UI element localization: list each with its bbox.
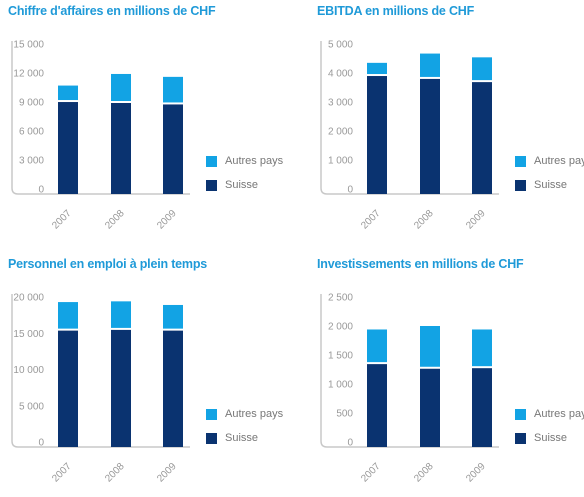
chart-panel-revenue: Chiffre d'affaires en millions de CHF 0 3… xyxy=(8,4,298,244)
legend-label-autres: Autres pays xyxy=(225,408,284,420)
chart-panel-investissements: Investissements en millions de CHF 0 500 1… xyxy=(317,257,584,497)
chart-title: Personnel en emploi à plein temps xyxy=(8,257,208,271)
x-tick-label: 2009 xyxy=(464,461,488,485)
x-tick-label: 2008 xyxy=(412,208,436,232)
y-tick-label: 0 xyxy=(38,438,44,449)
y-tick-label: 3 000 xyxy=(328,98,353,109)
chart-axis xyxy=(320,294,499,448)
bar-suisse xyxy=(472,82,492,194)
y-tick-label: 5 000 xyxy=(328,40,353,51)
bar-suisse xyxy=(163,330,183,447)
chart-axis xyxy=(11,294,190,448)
y-tick-label: 6 000 xyxy=(19,127,44,138)
chart-svg: 0 1 000 2 000 3 000 4 000 5 000 2007 2008 2009 xyxy=(320,40,499,232)
legend-swatch-suisse xyxy=(206,180,217,191)
bar-autres-pays xyxy=(420,326,440,367)
y-tick-label: 500 xyxy=(336,409,353,420)
bar-autres-pays xyxy=(472,329,492,367)
x-tick-label: 2007 xyxy=(359,461,383,485)
legend-label-autres: Autres pays xyxy=(534,408,584,420)
legend-swatch-suisse xyxy=(515,180,526,191)
y-tick-label: 20 000 xyxy=(13,293,44,304)
y-tick-label: 0 xyxy=(38,185,44,196)
bar-autres-pays xyxy=(111,73,131,101)
y-tick-label: 15 000 xyxy=(13,329,44,340)
y-tick-label: 5 000 xyxy=(19,401,44,412)
x-tick-label: 2009 xyxy=(155,208,179,232)
chart-svg: 0 500 1 000 1 500 2 000 2 500 2007 2008 2009 xyxy=(320,293,499,485)
y-tick-label: 10 000 xyxy=(13,365,44,376)
y-tick-label: 3 000 xyxy=(19,156,44,167)
bar-autres-pays xyxy=(58,302,78,329)
bar-suisse xyxy=(420,368,440,447)
legend-swatch-suisse xyxy=(515,433,526,444)
y-tick-label: 4 000 xyxy=(328,69,353,80)
x-tick-label: 2009 xyxy=(464,208,488,232)
bar-suisse xyxy=(111,329,131,447)
bar-autres-pays xyxy=(367,62,387,75)
bar-suisse xyxy=(58,330,78,447)
legend-swatch-autres xyxy=(515,156,526,167)
legend-label-suisse: Suisse xyxy=(225,179,259,191)
chart-svg: 0 5 000 10 000 15 000 20 000 2007 2008 2009 xyxy=(11,293,190,485)
bar-suisse xyxy=(420,78,440,194)
bar-autres-pays xyxy=(472,57,492,81)
chart-panel-personnel: Personnel en emploi à plein temps 0 5 000… xyxy=(8,257,298,497)
y-tick-label: 0 xyxy=(347,438,353,449)
y-tick-label: 12 000 xyxy=(13,69,44,80)
legend-label-suisse: Suisse xyxy=(534,432,568,444)
y-tick-label: 2 000 xyxy=(328,127,353,138)
bar-suisse xyxy=(111,103,131,194)
bar-autres-pays xyxy=(420,53,440,77)
y-tick-label: 1 000 xyxy=(328,156,353,167)
chart-axis xyxy=(320,41,499,195)
y-tick-label: 1 000 xyxy=(328,380,353,391)
y-tick-label: 15 000 xyxy=(13,40,44,51)
legend-swatch-autres xyxy=(515,409,526,420)
bar-autres-pays xyxy=(58,85,78,101)
y-tick-label: 9 000 xyxy=(19,98,44,109)
x-tick-label: 2007 xyxy=(50,208,74,232)
legend-label-autres: Autres pays xyxy=(534,155,584,167)
chart-axis xyxy=(11,41,190,195)
bar-autres-pays xyxy=(367,329,387,363)
chart-title: EBITDA en millions de CHF xyxy=(317,4,475,18)
bar-suisse xyxy=(472,368,492,447)
y-tick-label: 2 500 xyxy=(328,293,353,304)
chart-panel-ebitda: EBITDA en millions de CHF 0 1 000 2 000 3 0… xyxy=(317,4,584,244)
y-tick-label: 2 000 xyxy=(328,322,353,333)
chart-title: Investissements en millions de CHF xyxy=(317,257,524,271)
y-tick-label: 1 500 xyxy=(328,351,353,362)
bar-autres-pays xyxy=(111,301,131,328)
chart-svg: 0 3 000 6 000 9 000 12 000 15 000 2007 2008 2009 xyxy=(11,40,190,232)
x-tick-label: 2007 xyxy=(50,461,74,485)
bar-autres-pays xyxy=(163,304,183,329)
legend-label-autres: Autres pays xyxy=(225,155,284,167)
legend-label-suisse: Suisse xyxy=(534,179,568,191)
x-tick-label: 2009 xyxy=(155,461,179,485)
bar-suisse xyxy=(367,76,387,194)
bar-suisse xyxy=(163,104,183,194)
x-tick-label: 2008 xyxy=(412,461,436,485)
legend-swatch-autres xyxy=(206,156,217,167)
x-tick-label: 2008 xyxy=(103,208,127,232)
chart-title: Chiffre d'affaires en millions de CHF xyxy=(8,4,216,18)
legend-swatch-autres xyxy=(206,409,217,420)
bar-suisse xyxy=(367,364,387,447)
x-tick-label: 2008 xyxy=(103,461,127,485)
bar-suisse xyxy=(58,102,78,194)
bar-autres-pays xyxy=(163,76,183,103)
y-tick-label: 0 xyxy=(347,185,353,196)
x-tick-label: 2007 xyxy=(359,208,383,232)
legend-label-suisse: Suisse xyxy=(225,432,259,444)
legend-swatch-suisse xyxy=(206,433,217,444)
